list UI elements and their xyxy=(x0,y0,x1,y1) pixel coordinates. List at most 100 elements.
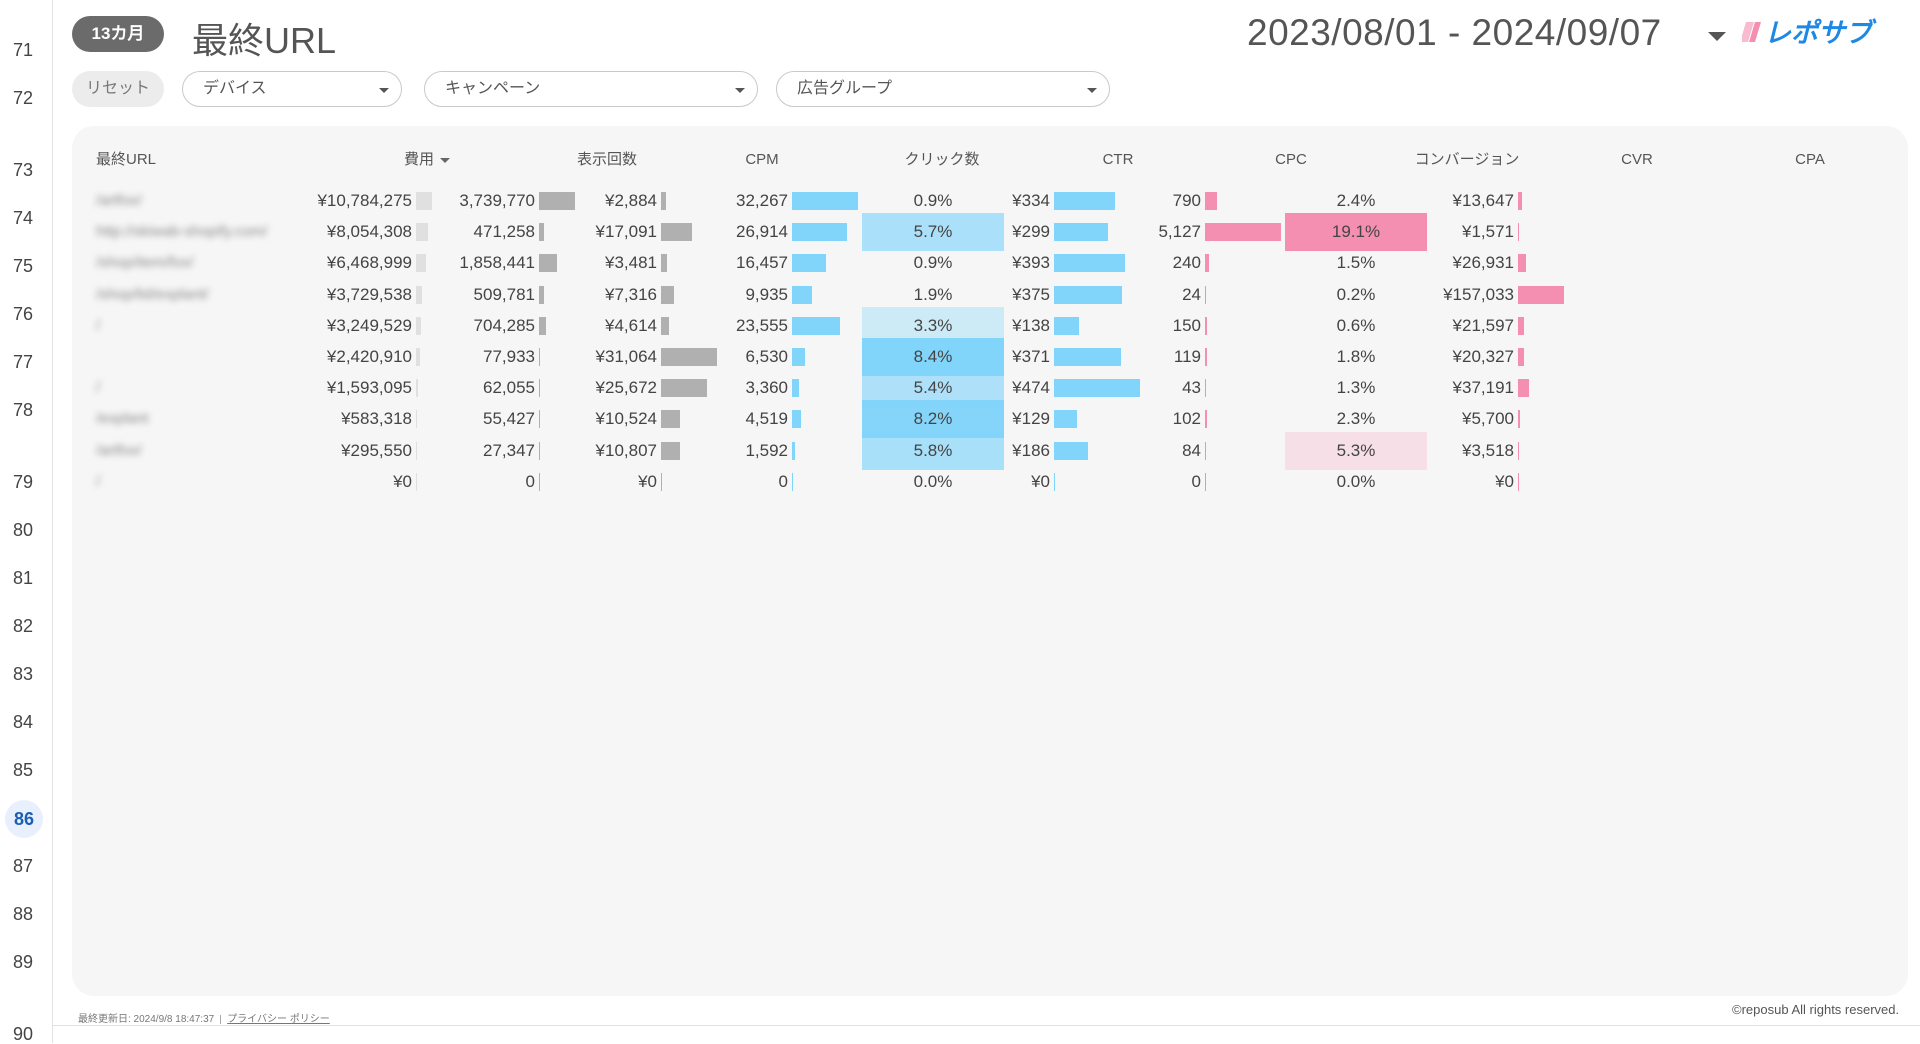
impressions-cell: 509,781 xyxy=(473,284,535,304)
conversions-bar xyxy=(1205,192,1217,210)
logo-stripe xyxy=(1749,22,1761,42)
cpc-cell: ¥393 xyxy=(1012,253,1050,273)
cpm-bar xyxy=(661,441,680,460)
cost-cell: ¥0 xyxy=(393,471,412,491)
column-header-impressions[interactable]: 表示回数 xyxy=(576,151,637,168)
column-header-ctr[interactable]: CTR xyxy=(1102,151,1134,168)
table-row[interactable]: /artfox/ ¥295,550 27,347 ¥10,807 1,592 ¥186 84… xyxy=(72,431,1908,470)
cpa-cell: ¥26,931 xyxy=(1452,253,1514,273)
line-number-gutter: 71 72 73 74 75 76 77 78 79 80 81 82 83 8… xyxy=(0,0,53,1044)
privacy-policy-link[interactable]: プライバシー ポリシー xyxy=(227,1014,330,1025)
url-cell[interactable]: /artfox/ xyxy=(96,441,142,459)
impressions-bar xyxy=(539,379,540,398)
column-header-cvr[interactable]: CVR xyxy=(1621,151,1653,168)
table-row[interactable]: http://skiwab-shopify.com/ ¥8,054,308 471,… xyxy=(72,213,1908,252)
table-row[interactable]: / ¥0 0 ¥0 0 ¥0 0 ¥0 0.0% 0.0% xyxy=(72,463,1908,501)
line-number: 84 xyxy=(12,712,34,732)
conversions-cell: 24 xyxy=(1182,284,1201,304)
cost-bar xyxy=(416,285,422,304)
cpa-bar xyxy=(1518,472,1519,491)
cost-bar xyxy=(416,254,426,273)
cpa-cell: ¥0 xyxy=(1495,471,1514,491)
campaign-filter[interactable]: キャンペーン xyxy=(424,71,758,107)
column-header-cpa[interactable]: CPA xyxy=(1795,151,1825,168)
impressions-bar xyxy=(539,441,540,460)
device-filter[interactable]: デバイス xyxy=(182,71,402,107)
conversions-cell: 43 xyxy=(1182,378,1201,398)
cost-bar xyxy=(416,348,420,366)
column-header-cost[interactable]: 費用 xyxy=(372,150,482,170)
reset-button[interactable]: リセット xyxy=(72,71,164,107)
cpm-bar xyxy=(661,192,666,210)
table-row[interactable]: /shop/lid/explant/ ¥3,729,538 509,781 ¥7,31… xyxy=(72,276,1908,314)
column-header-conversions[interactable]: コンバージョン xyxy=(1414,151,1520,168)
cpc-bar xyxy=(1054,410,1077,429)
impressions-bar xyxy=(539,348,540,366)
table-row[interactable]: /artfox/ ¥10,784,275 3,739,770 ¥2,884 32,267… xyxy=(72,182,1908,220)
url-cell[interactable]: / xyxy=(96,316,101,334)
cpa-bar xyxy=(1518,192,1522,210)
cpa-bar xyxy=(1518,441,1519,460)
cvr-cell: 1.5% xyxy=(1336,253,1376,273)
column-header-url[interactable]: 最終URL xyxy=(96,151,157,168)
url-cell[interactable]: /explant xyxy=(96,410,149,428)
conversions-cell: 5,127 xyxy=(1158,222,1201,242)
column-header-clicks[interactable]: クリック数 xyxy=(904,151,980,168)
impressions-bar xyxy=(539,410,540,429)
impressions-cell: 3,739,770 xyxy=(459,191,535,210)
cpm-bar xyxy=(661,223,692,242)
cpm-bar xyxy=(661,410,680,429)
cpc-bar xyxy=(1054,348,1121,366)
line-number: 79 xyxy=(12,472,34,492)
conversions-cell: 102 xyxy=(1172,409,1201,429)
line-number-active[interactable]: 86 xyxy=(5,800,43,838)
cpa-cell: ¥1,571 xyxy=(1462,222,1514,242)
url-cell[interactable]: /artfox/ xyxy=(96,192,142,209)
url-cell[interactable]: /shop/lid/explant/ xyxy=(96,285,209,303)
chevron-down-icon[interactable] xyxy=(1708,32,1726,41)
ctr-cell: 5.8% xyxy=(862,431,1004,470)
clicks-bar xyxy=(792,410,801,429)
impressions-bar xyxy=(539,316,546,335)
clicks-bar xyxy=(792,254,826,273)
device-filter-label: デバイス xyxy=(203,80,267,97)
date-range-picker[interactable]: 2023/08/01 - 2024/09/07 xyxy=(1247,12,1662,53)
url-cell[interactable]: http://skiwab-shopify.com/ xyxy=(96,223,268,241)
table-row[interactable]: / ¥1,593,095 62,055 ¥25,672 3,360 ¥474 43 ¥37,1… xyxy=(72,369,1908,408)
cost-bar xyxy=(416,379,418,398)
conversions-bar xyxy=(1205,410,1207,429)
clicks-bar xyxy=(792,441,795,460)
ctr-cell: 0.9% xyxy=(913,191,953,210)
table-row[interactable]: ¥2,420,910 77,933 ¥31,064 6,530 ¥371 119 ¥20,3… xyxy=(72,338,1908,376)
line-number: 82 xyxy=(12,616,34,636)
url-cell[interactable]: / xyxy=(96,472,101,490)
table-row[interactable]: /shop/item/fox/ ¥6,468,999 1,858,441 ¥3,481… xyxy=(72,244,1908,282)
cost-cell: ¥8,054,308 xyxy=(326,222,412,242)
clicks-cell: 0 xyxy=(778,471,788,491)
column-header-cpm[interactable]: CPM xyxy=(745,151,779,168)
line-number: 89 xyxy=(12,952,34,972)
reposub-logo: レポサブ xyxy=(1742,18,1877,48)
impressions-cell: 62,055 xyxy=(483,378,535,398)
cvr-cell: 2.4% xyxy=(1336,191,1376,210)
ctr-cell: 0.9% xyxy=(913,253,953,273)
conversions-cell: 790 xyxy=(1172,191,1201,210)
cpa-bar xyxy=(1518,254,1526,273)
ctr-cell: 1.9% xyxy=(913,284,953,304)
clicks-bar xyxy=(792,316,840,335)
column-header-cpc[interactable]: CPC xyxy=(1275,151,1307,168)
ctr-cell: 5.7% xyxy=(862,213,1004,252)
url-cell[interactable]: /shop/item/fox/ xyxy=(96,254,194,272)
line-number: 74 xyxy=(12,208,34,228)
cpm-cell: ¥17,091 xyxy=(595,222,657,242)
cost-cell: ¥583,318 xyxy=(341,409,412,429)
ad-group-filter[interactable]: 広告グループ xyxy=(776,71,1110,107)
cpm-cell: ¥25,672 xyxy=(595,378,657,398)
report-page: 13カ月 最終URL 2023/08/01 - 2024/09/07 レポサブ … xyxy=(52,0,1920,1043)
clicks-cell: 9,935 xyxy=(745,284,788,304)
footer-divider xyxy=(220,1014,222,1024)
impressions-cell: 77,933 xyxy=(483,347,535,366)
cpm-cell: ¥31,064 xyxy=(595,347,657,366)
cpm-bar xyxy=(661,316,669,335)
url-cell[interactable]: / xyxy=(96,379,101,397)
